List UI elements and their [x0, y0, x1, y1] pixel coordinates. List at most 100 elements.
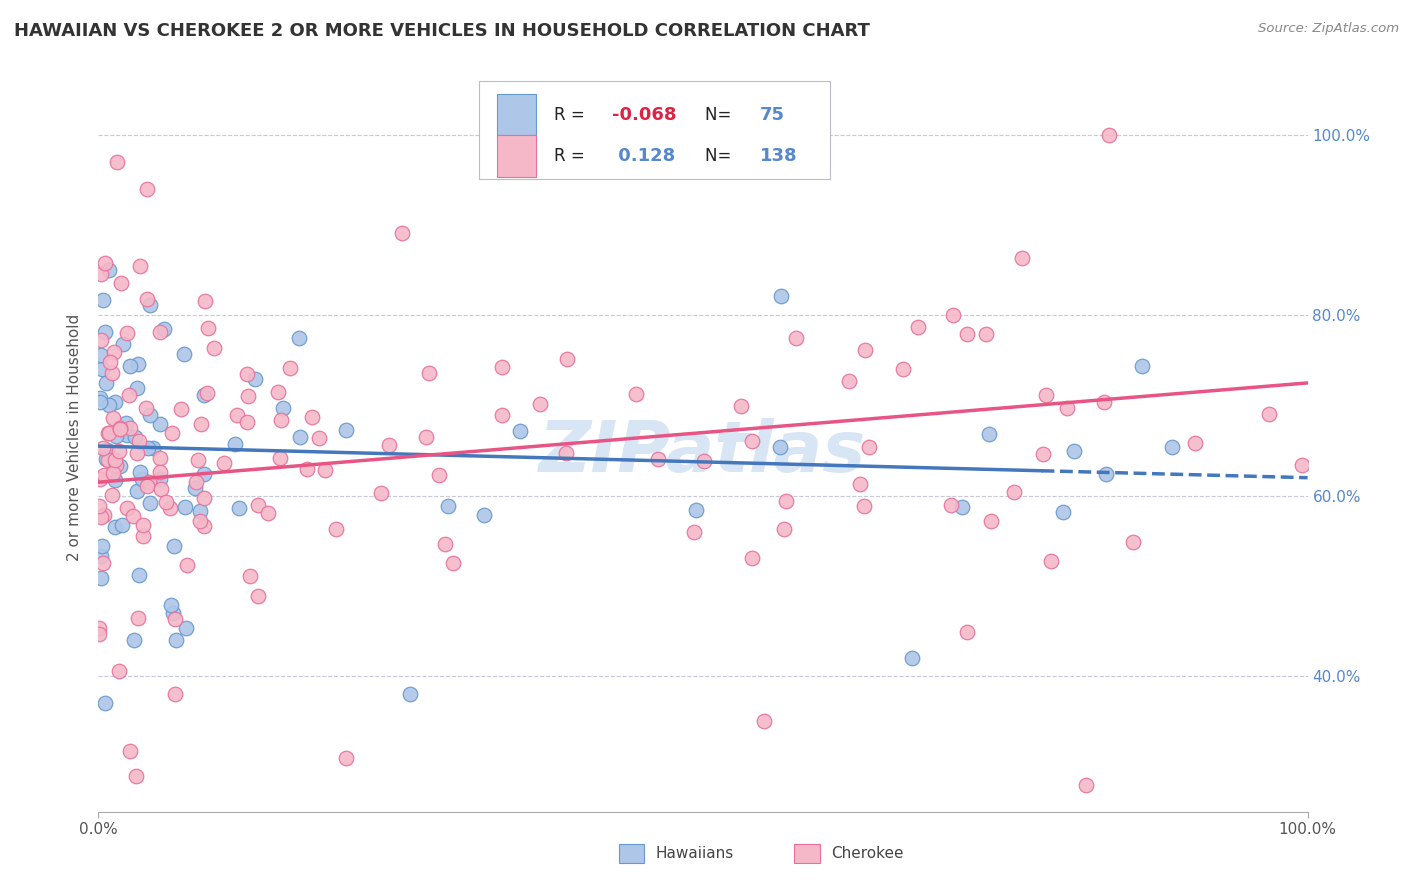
- Point: [1039, 554, 1062, 568]
- Point: [149, 325, 172, 339]
- Point: [853, 343, 876, 358]
- FancyBboxPatch shape: [479, 81, 830, 178]
- Point: [555, 351, 578, 366]
- Point: [125, 446, 148, 460]
- Point: [773, 522, 796, 536]
- Point: [105, 458, 128, 473]
- Bar: [498, 136, 536, 177]
- Point: [288, 331, 311, 345]
- Point: [110, 276, 132, 290]
- Point: [269, 451, 291, 466]
- Point: [162, 539, 184, 553]
- Point: [271, 401, 294, 416]
- Point: [301, 410, 323, 425]
- Point: [224, 436, 246, 450]
- Point: [111, 518, 134, 533]
- Point: [162, 606, 184, 620]
- Point: [188, 504, 211, 518]
- Point: [939, 499, 962, 513]
- Point: [120, 421, 142, 435]
- Point: [441, 556, 464, 570]
- Point: [267, 384, 290, 399]
- Point: [90, 362, 112, 376]
- Point: [135, 478, 157, 492]
- Point: [138, 298, 160, 312]
- Point: [769, 440, 792, 454]
- Point: [105, 154, 128, 169]
- Point: [94, 697, 117, 711]
- Point: [97, 426, 120, 441]
- Point: [115, 416, 138, 430]
- Point: [139, 496, 162, 510]
- Point: [114, 425, 136, 439]
- Point: [1098, 128, 1121, 142]
- Point: [162, 426, 184, 441]
- Point: [236, 415, 259, 429]
- Point: [87, 627, 110, 641]
- Point: [87, 499, 110, 513]
- Point: [437, 499, 460, 513]
- Point: [127, 611, 149, 625]
- Point: [193, 388, 215, 402]
- Point: [1074, 778, 1097, 792]
- Point: [391, 226, 413, 240]
- Point: [98, 398, 121, 412]
- Point: [91, 293, 114, 307]
- Text: N=: N=: [706, 147, 737, 165]
- Point: [93, 325, 115, 339]
- Point: [775, 493, 797, 508]
- Point: [150, 483, 173, 497]
- Point: [907, 320, 929, 334]
- Point: [606, 128, 628, 142]
- Point: [159, 500, 181, 515]
- Point: [418, 366, 440, 380]
- Point: [90, 539, 112, 553]
- Point: [96, 451, 118, 466]
- Point: [132, 529, 155, 543]
- Point: [128, 465, 150, 479]
- Point: [97, 425, 120, 440]
- Point: [125, 382, 148, 396]
- Point: [893, 362, 915, 376]
- Point: [104, 395, 127, 409]
- Point: [1052, 505, 1074, 519]
- Point: [90, 333, 112, 347]
- Point: [212, 457, 235, 471]
- Point: [136, 292, 159, 306]
- Point: [1094, 467, 1116, 481]
- Point: [101, 410, 124, 425]
- Text: -0.068: -0.068: [613, 106, 676, 124]
- Point: [176, 621, 198, 635]
- Point: [170, 402, 193, 417]
- Point: [90, 571, 112, 585]
- Point: [752, 714, 775, 729]
- Point: [125, 769, 148, 783]
- Point: [236, 389, 259, 403]
- Text: R =: R =: [554, 106, 591, 124]
- Point: [427, 468, 450, 483]
- Point: [236, 367, 259, 381]
- Point: [378, 438, 401, 452]
- Point: [977, 427, 1000, 442]
- Point: [139, 409, 162, 423]
- Point: [188, 514, 211, 528]
- Point: [202, 341, 225, 355]
- Point: [142, 441, 165, 455]
- Point: [858, 441, 880, 455]
- Point: [128, 259, 150, 273]
- Point: [115, 501, 138, 516]
- Text: Source: ZipAtlas.com: Source: ZipAtlas.com: [1258, 22, 1399, 36]
- Point: [89, 472, 111, 486]
- Point: [693, 454, 716, 468]
- Point: [256, 506, 278, 520]
- Point: [308, 431, 330, 445]
- Point: [682, 525, 704, 540]
- Point: [115, 428, 138, 442]
- Point: [93, 508, 115, 522]
- Point: [1257, 407, 1279, 421]
- Point: [89, 395, 111, 409]
- Point: [370, 486, 392, 500]
- Point: [173, 347, 195, 361]
- Point: [128, 568, 150, 582]
- Point: [108, 443, 131, 458]
